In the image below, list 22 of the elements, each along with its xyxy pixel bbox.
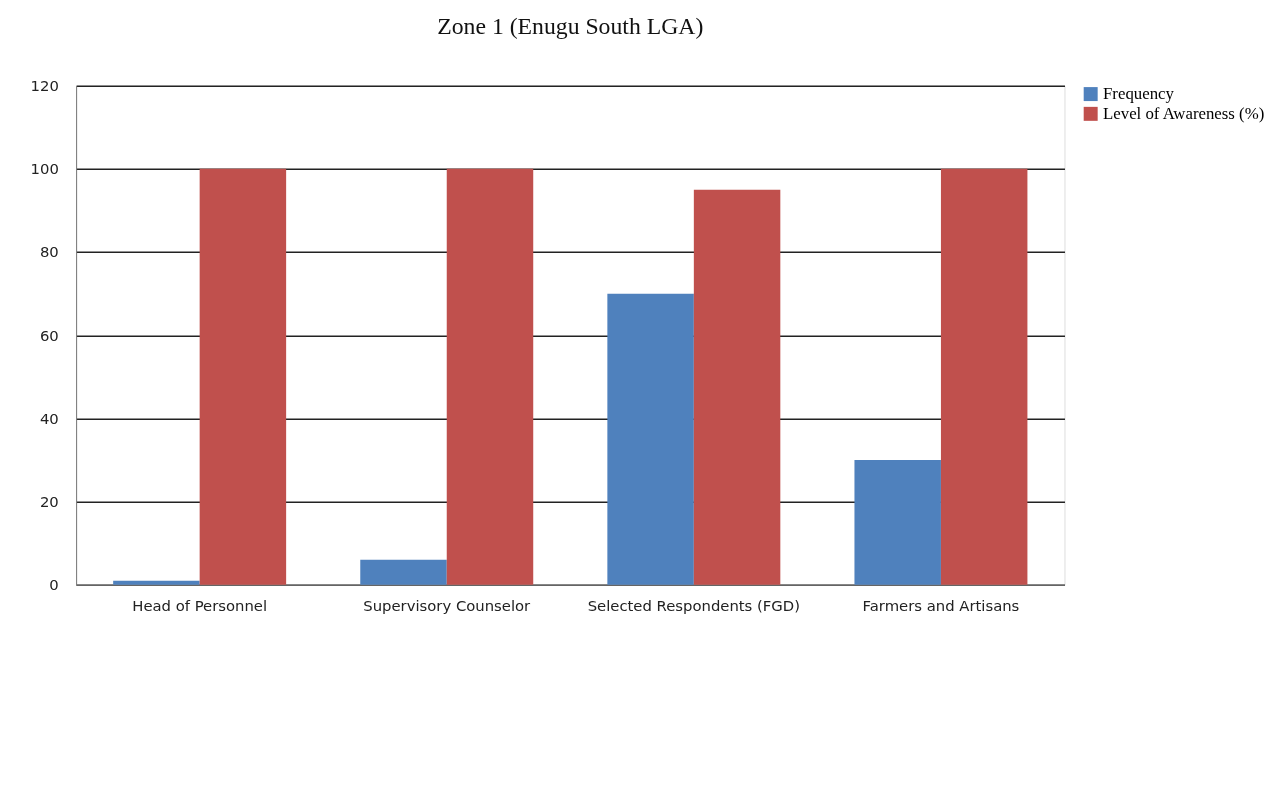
y-tick-label: 100 — [30, 160, 59, 178]
bar — [360, 559, 447, 585]
bar — [446, 168, 534, 585]
bar — [854, 460, 941, 585]
x-tick-label: Head of Personnel — [132, 597, 268, 614]
x-tick-label: Farmers and Artisans — [862, 597, 1020, 614]
bar — [940, 168, 1028, 585]
y-tick-label: 20 — [39, 493, 59, 511]
y-tick-label: 0 — [49, 576, 59, 594]
bar — [113, 580, 200, 585]
y-tick-label: 60 — [39, 326, 59, 344]
bar — [199, 168, 287, 585]
y-tick-label: 40 — [39, 409, 59, 427]
bar — [607, 293, 694, 585]
y-tick-label: 80 — [39, 243, 59, 261]
bar — [693, 189, 781, 585]
x-tick-label: Selected Respondents (FGD) — [587, 597, 801, 614]
chart-title: Zone 1 (Enugu South LGA) — [437, 13, 704, 40]
y-tick-label: 120 — [30, 77, 59, 95]
legend-label: Frequency — [1103, 84, 1175, 104]
x-tick-label: Supervisory Counselor — [363, 597, 532, 614]
legend-label: Level of Awareness (%) — [1103, 103, 1265, 123]
